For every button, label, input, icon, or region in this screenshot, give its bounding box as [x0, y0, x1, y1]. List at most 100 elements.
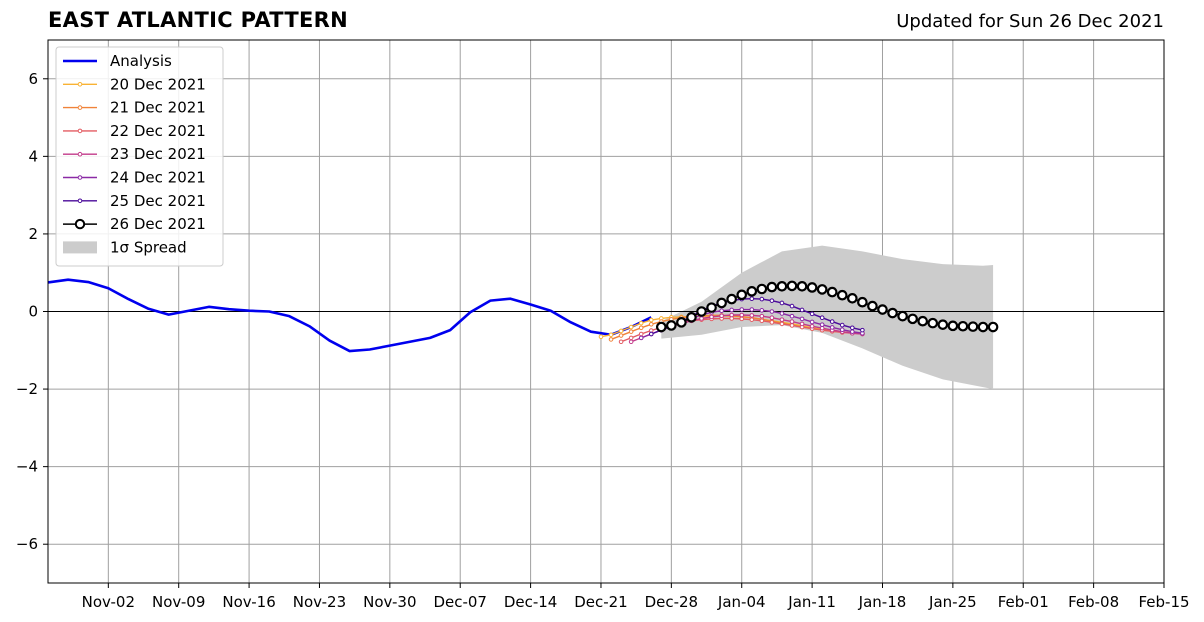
- x-tick-label: Jan-11: [787, 593, 836, 611]
- chart-title: EAST ATLANTIC PATTERN: [48, 8, 348, 32]
- latest-forecast-point: [716, 297, 727, 309]
- forecast-point: [618, 339, 624, 345]
- forecast-point: [789, 303, 795, 309]
- latest-forecast-point: [686, 312, 697, 323]
- forecast-point: [839, 322, 845, 328]
- forecast-point: [769, 309, 775, 314]
- forecast-point: [749, 296, 755, 302]
- forecast-point: [819, 315, 825, 321]
- forecast-point: [759, 296, 765, 302]
- legend-label: 1σ Spread: [110, 238, 187, 256]
- analysis-line: [47, 278, 652, 353]
- legend-forecast-marker: [77, 198, 83, 204]
- forecast-point: [719, 308, 724, 314]
- x-tick-label: Jan-25: [928, 593, 977, 611]
- x-tick-label: Nov-16: [222, 593, 275, 611]
- y-tick-label: 0: [28, 303, 38, 321]
- chart-subtitle: Updated for Sun 26 Dec 2021: [896, 11, 1164, 32]
- latest-forecast-point: [907, 313, 918, 325]
- forecast-point: [608, 337, 614, 342]
- latest-forecast-point: [826, 286, 838, 298]
- forecast-point: [799, 316, 805, 322]
- latest-forecast-point: [786, 280, 798, 292]
- forecast-point: [739, 307, 745, 312]
- x-tick-label: Nov-02: [82, 593, 135, 611]
- latest-forecast-point: [816, 284, 828, 295]
- forecast-point: [850, 325, 855, 331]
- legend-forecast-marker: [77, 105, 83, 110]
- legend-spread-swatch: [63, 241, 97, 254]
- y-tick-label: −6: [16, 535, 38, 553]
- forecast-point: [628, 335, 634, 341]
- forecast-point: [638, 335, 644, 341]
- latest-forecast-point: [847, 293, 858, 304]
- latest-forecast-point: [867, 300, 878, 312]
- forecast-point: [648, 321, 654, 327]
- latest-forecast-point: [796, 280, 808, 292]
- forecast-point: [628, 329, 634, 334]
- forecast-point: [769, 320, 775, 325]
- forecast-point: [648, 317, 654, 323]
- forecast-point: [819, 322, 825, 327]
- forecast-point: [789, 323, 795, 328]
- latest-forecast-point: [887, 307, 898, 319]
- forecast-point: [628, 339, 634, 345]
- latest-forecast-point: [766, 281, 778, 293]
- forecast-point: [779, 317, 785, 322]
- forecast-point: [729, 312, 734, 318]
- x-tick-label: Nov-30: [363, 593, 416, 611]
- forecast-point: [729, 307, 734, 313]
- forecast-point: [638, 331, 644, 337]
- forecast-point: [598, 334, 604, 340]
- latest-forecast-point: [927, 317, 939, 329]
- forecast-point: [789, 319, 795, 324]
- forecast-point: [799, 321, 805, 327]
- axes: Nov-02 Nov-09 Nov-16 Nov-23 Nov-30 Dec-07 Dec-…: [16, 39, 1190, 611]
- latest-forecast-point: [756, 283, 768, 295]
- forecast-point: [860, 327, 865, 333]
- latest-forecast-point: [836, 289, 848, 301]
- forecast-point: [809, 323, 815, 329]
- latest-forecast-point: [937, 319, 949, 330]
- forecast-point: [648, 331, 654, 337]
- latest-forecast-point: [666, 320, 677, 331]
- forecast-point: [739, 312, 745, 318]
- latest-forecast-point: [676, 317, 687, 328]
- legend: Analysis 20 Dec 2021 21 Dec 2021 22 Dec 202…: [55, 46, 224, 267]
- forecast-point: [839, 327, 845, 333]
- latest-forecast-point: [957, 320, 969, 332]
- forecast-point: [759, 308, 765, 313]
- latest-forecast-point: [917, 315, 929, 327]
- y-tick-label: −2: [16, 380, 38, 398]
- latest-forecast-point: [897, 310, 908, 322]
- x-tick-label: Feb-15: [1138, 593, 1189, 611]
- legend-label: Analysis: [110, 52, 172, 70]
- forecast-point: [799, 307, 805, 313]
- plot-frame: [47, 39, 1165, 584]
- forecast-point: [769, 298, 775, 303]
- forecast-point: [638, 320, 644, 326]
- latest-forecast-point: [736, 289, 748, 301]
- series-lines: [47, 278, 999, 353]
- forecast-point: [789, 313, 795, 319]
- y-tick-label: 6: [28, 70, 38, 88]
- latest-forecast-point: [776, 280, 788, 292]
- y-tick-label: 2: [28, 225, 38, 243]
- forecast-point: [809, 311, 815, 317]
- legend-label: 26 Dec 2021: [110, 215, 206, 233]
- legend-label: 25 Dec 2021: [110, 192, 206, 210]
- x-tick-label: Nov-09: [152, 593, 205, 611]
- forecast-point: [739, 316, 745, 322]
- latest-forecast-point: [947, 320, 959, 332]
- forecast-point: [759, 318, 765, 324]
- y-tick-label: 4: [28, 147, 38, 165]
- forecast-point: [709, 314, 714, 320]
- legend-forecast-marker: [77, 151, 83, 157]
- spread-band-fill: [661, 245, 994, 390]
- latest-forecast-point: [726, 293, 737, 305]
- legend-box: [55, 46, 224, 267]
- latest-forecast-point: [967, 321, 979, 332]
- forecast-point: [829, 325, 835, 330]
- forecast-point: [779, 311, 785, 316]
